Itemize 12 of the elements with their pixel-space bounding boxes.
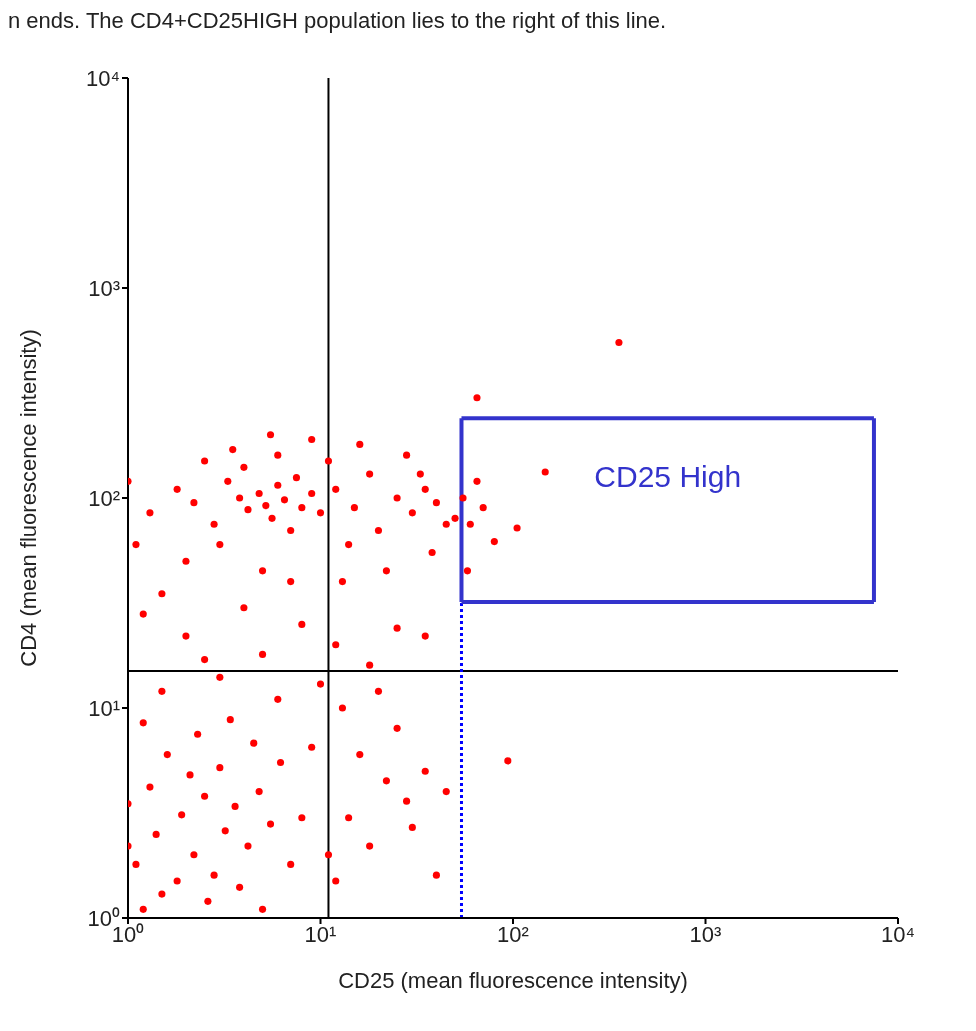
x-axis-title: CD25 (mean fluorescence intensity) [338,968,688,993]
text: n ends. The CD4+CD25HIGH population lies to the right of this line. [8,8,668,35]
x-tick-label: 10² [497,921,529,947]
x-tick-label: 10⁴ [881,921,915,947]
y-tick-label: 10² [88,485,120,511]
x-tick-label: 10¹ [304,921,337,947]
x-tick-label: 10³ [689,921,722,947]
annotation: CD25 High [594,459,742,493]
y-tick-label: 10¹ [88,695,120,721]
y-tick-label: 10⁴ [86,65,120,91]
y-tick-label: 10³ [88,275,120,301]
y-axis-title: CD4 (mean fluorescence intensity) [15,329,41,667]
